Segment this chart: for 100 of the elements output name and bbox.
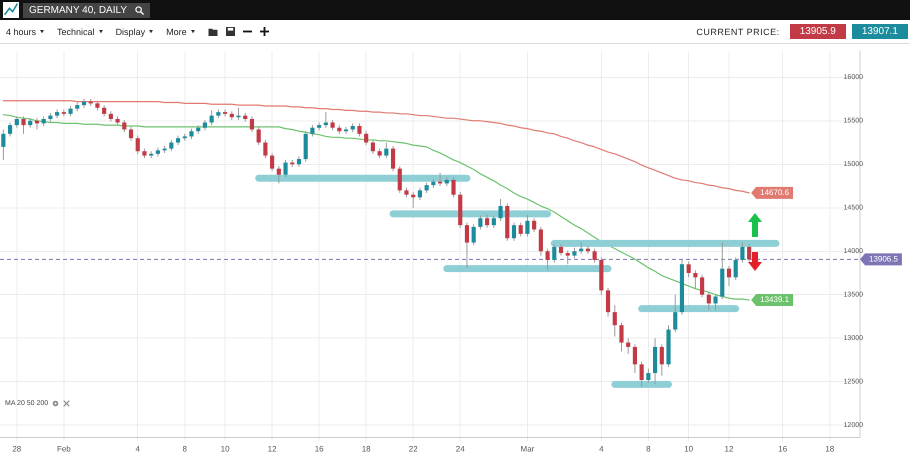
candlestick [464, 222, 470, 270]
x-tick-label: 24 [456, 444, 466, 454]
candlestick [632, 344, 638, 374]
text: CURRENT PRICE: [696, 26, 780, 36]
candlestick [518, 222, 523, 237]
candlestick [390, 146, 396, 172]
candlestick [693, 270, 698, 290]
text: More [166, 26, 187, 36]
x-tick-label: 12 [724, 444, 734, 454]
candlestick [612, 304, 617, 337]
candlestick [545, 248, 550, 271]
candlestick [700, 274, 704, 298]
candlestick [498, 198, 503, 222]
candlestick [686, 261, 691, 278]
candlestick [68, 106, 73, 117]
text: Display [116, 26, 146, 36]
candlestick [706, 292, 711, 311]
x-tick-label: 12 [268, 444, 278, 454]
candlestick [566, 250, 570, 265]
candlestick [370, 139, 375, 154]
text: 13905.9 [790, 24, 846, 39]
candlestick [1, 128, 6, 160]
candlestick [726, 266, 732, 287]
candlestick [250, 116, 254, 133]
candlestick [256, 126, 261, 146]
candlestick [270, 152, 274, 172]
candlestick [478, 215, 482, 230]
candlestick [210, 110, 214, 126]
data-label: 14670.6 [760, 188, 790, 198]
candlestick [310, 124, 315, 137]
candlestick [512, 222, 516, 242]
candlestick [418, 187, 422, 200]
candlestick [492, 215, 496, 228]
candlestick [122, 119, 126, 133]
candlestick [398, 166, 402, 194]
candlestick [472, 224, 476, 246]
candlestick [606, 287, 610, 317]
text: Technical [57, 26, 95, 36]
candlestick [189, 128, 194, 140]
candlestick [424, 182, 429, 194]
candlestick [42, 116, 46, 127]
x-tick-label: 16 [314, 444, 324, 454]
candlestick [21, 116, 26, 134]
candlestick [128, 126, 134, 142]
candlestick [626, 338, 630, 354]
text: 4 hours [6, 26, 36, 36]
candlestick [296, 156, 302, 168]
x-tick-label: 28 [12, 444, 22, 454]
candlestick [330, 119, 335, 131]
x-tick-label: 8 [646, 444, 652, 454]
x-tick-label: 8 [182, 444, 188, 454]
text: 13907.1 [852, 24, 908, 39]
candlestick [102, 104, 106, 117]
x-tick-label: Mar [520, 444, 535, 454]
x-tick-label: 18 [362, 444, 372, 454]
candlestick [263, 139, 268, 159]
candlestick [532, 218, 536, 233]
candlestick [236, 107, 241, 120]
x-tick-label: 18 [825, 444, 835, 454]
candlestick [169, 139, 174, 152]
x-tick-label: 10 [684, 444, 694, 454]
candlestick [411, 192, 416, 208]
ref-line-label: 13906.5 [869, 254, 898, 264]
candlestick [378, 148, 382, 159]
candlestick [34, 118, 40, 130]
x-tick-label: 4 [599, 444, 604, 454]
candlestick [136, 135, 140, 154]
candlestick [640, 361, 644, 388]
candlestick [176, 135, 180, 146]
x-tick-label: 16 [778, 444, 788, 454]
candlestick [438, 172, 442, 187]
x-tick-label: 10 [220, 444, 230, 454]
data-label: 13439.1 [760, 295, 790, 304]
candlestick [734, 256, 738, 280]
x-tick-label: 4 [136, 444, 141, 454]
candlestick [364, 130, 368, 146]
candlestick [283, 159, 288, 178]
candlestick [485, 214, 490, 228]
candlestick [357, 122, 362, 137]
candlestick [384, 142, 388, 159]
x-tick-label: Feb [56, 444, 72, 454]
candlestick [579, 242, 584, 254]
candlestick [202, 119, 208, 131]
candlestick [538, 226, 543, 256]
candlestick [646, 368, 650, 384]
candlestick [14, 116, 19, 128]
candlestick [619, 322, 624, 352]
candlestick [747, 244, 752, 262]
candlestick [673, 294, 678, 333]
candlestick [552, 244, 556, 264]
candlestick [276, 166, 281, 184]
candlestick [592, 248, 597, 264]
candlestick [713, 293, 718, 311]
candlestick [660, 344, 664, 376]
candlestick [108, 110, 113, 122]
candlestick [740, 242, 745, 264]
chart-title: GERMANY 40, DAILY [29, 4, 127, 16]
x-tick-label: 22 [408, 444, 418, 454]
candlestick [324, 112, 328, 128]
candlestick [451, 176, 456, 198]
